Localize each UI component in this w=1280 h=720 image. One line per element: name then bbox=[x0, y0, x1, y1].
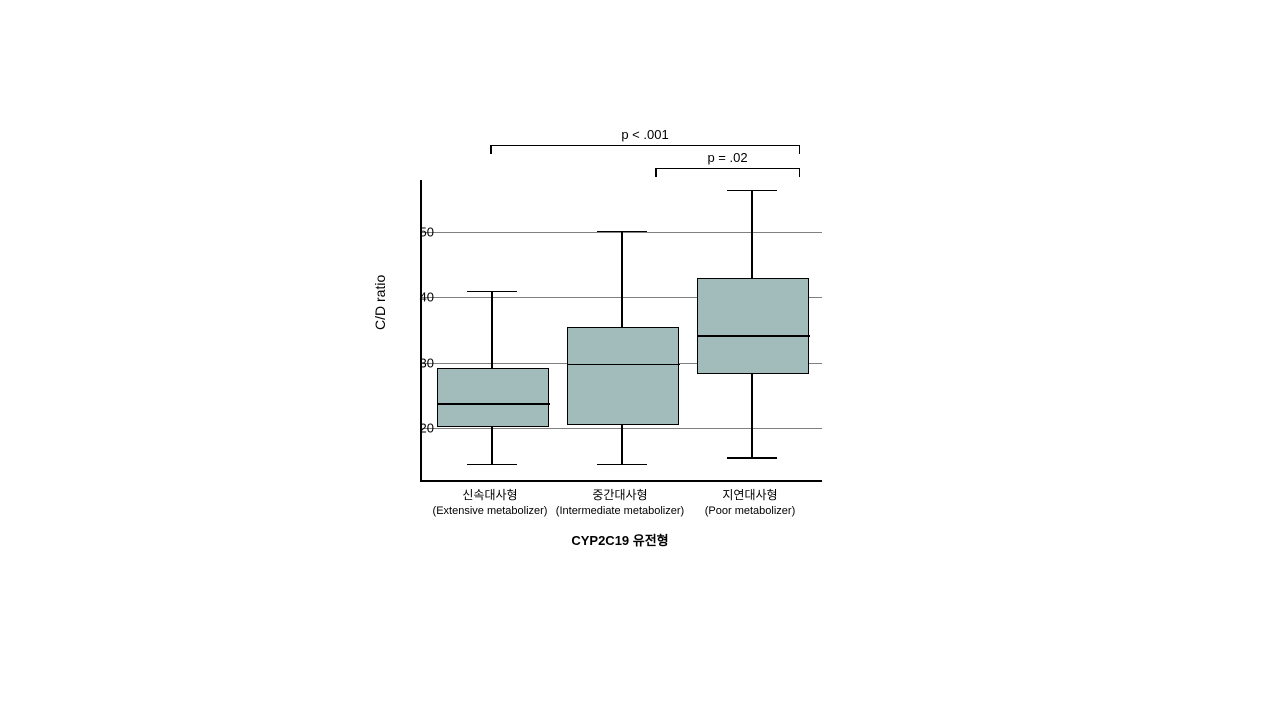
whisker-lower bbox=[491, 425, 493, 464]
whisker-cap-lower bbox=[597, 464, 647, 466]
whisker-cap-upper bbox=[597, 231, 647, 233]
ytick-label: 50 bbox=[420, 225, 434, 240]
x-label-kr: 신속대사형 bbox=[420, 488, 560, 504]
whisker-upper bbox=[621, 231, 623, 327]
significance-bracket bbox=[655, 168, 800, 169]
whisker-cap-lower bbox=[727, 457, 777, 459]
whisker-upper bbox=[751, 190, 753, 278]
x-label-en: (Intermediate metabolizer) bbox=[550, 504, 690, 518]
whisker-cap-lower bbox=[467, 464, 517, 466]
significance-label: p = .02 bbox=[707, 150, 747, 165]
box bbox=[697, 278, 809, 375]
significance-bracket bbox=[490, 145, 800, 146]
ytick-label: 40 bbox=[420, 290, 434, 305]
box bbox=[567, 327, 679, 425]
significance-label: p < .001 bbox=[621, 127, 668, 142]
median-line bbox=[697, 335, 810, 337]
median-line bbox=[567, 364, 680, 366]
whisker-upper bbox=[491, 291, 493, 368]
whisker-lower bbox=[751, 372, 753, 457]
box bbox=[437, 368, 549, 427]
x-label-en: (Extensive metabolizer) bbox=[420, 504, 560, 518]
whisker-lower bbox=[621, 423, 623, 464]
ytick-label: 30 bbox=[420, 355, 434, 370]
y-axis-label: C/D ratio bbox=[372, 275, 388, 330]
x-category-label: 중간대사형(Intermediate metabolizer) bbox=[550, 488, 690, 518]
median-line bbox=[437, 403, 550, 405]
x-label-kr: 지연대사형 bbox=[680, 488, 820, 504]
ytick-label: 20 bbox=[420, 420, 434, 435]
x-label-kr: 중간대사형 bbox=[550, 488, 690, 504]
boxplot-chart: C/D ratio CYP2C19 유전형 20304050신속대사형(Exte… bbox=[420, 120, 840, 520]
x-label-en: (Poor metabolizer) bbox=[680, 504, 820, 518]
whisker-cap-upper bbox=[727, 190, 777, 192]
whisker-cap-upper bbox=[467, 291, 517, 293]
x-axis-title: CYP2C19 유전형 bbox=[420, 530, 820, 549]
x-category-label: 신속대사형(Extensive metabolizer) bbox=[420, 488, 560, 518]
x-category-label: 지연대사형(Poor metabolizer) bbox=[680, 488, 820, 518]
plot-area bbox=[420, 180, 822, 482]
